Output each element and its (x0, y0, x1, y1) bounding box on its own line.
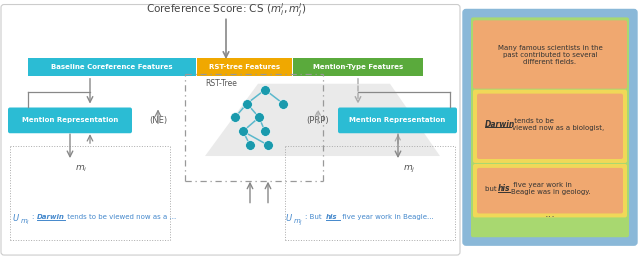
Text: Mention-Type Features: Mention-Type Features (313, 64, 403, 70)
Text: (NE): (NE) (149, 116, 167, 125)
FancyBboxPatch shape (28, 58, 196, 76)
Text: RST-tree Features: RST-tree Features (209, 64, 280, 70)
Text: Mention Representation: Mention Representation (22, 117, 118, 124)
Text: his: his (326, 214, 337, 220)
FancyBboxPatch shape (473, 164, 627, 217)
Text: five year work in Beagle...: five year work in Beagle... (340, 214, 434, 220)
Text: Darwin: Darwin (37, 214, 65, 220)
FancyBboxPatch shape (8, 107, 132, 133)
Text: tends to be viewed now as a ...: tends to be viewed now as a ... (65, 214, 176, 220)
FancyBboxPatch shape (293, 58, 423, 76)
Text: :: : (32, 214, 36, 220)
Text: RST-Tree: RST-Tree (205, 79, 237, 88)
Text: $U$: $U$ (12, 212, 20, 223)
FancyBboxPatch shape (1, 4, 460, 255)
Text: : But: : But (305, 214, 324, 220)
Text: $m_j$: $m_j$ (293, 217, 303, 228)
FancyBboxPatch shape (477, 94, 623, 159)
Text: (PRP): (PRP) (307, 116, 330, 125)
Text: $m_j$: $m_j$ (403, 164, 415, 175)
FancyBboxPatch shape (477, 168, 623, 213)
FancyBboxPatch shape (473, 90, 627, 163)
Text: Coreference Score: CS $(m_i^l, m_j^l)$: Coreference Score: CS $(m_i^l, m_j^l)$ (146, 2, 306, 19)
Text: Mention Representation: Mention Representation (349, 117, 445, 124)
FancyBboxPatch shape (473, 20, 627, 89)
Text: Darwin: Darwin (485, 120, 515, 129)
FancyBboxPatch shape (197, 58, 292, 76)
Text: $m_i$: $m_i$ (75, 164, 88, 174)
Text: $m_i$: $m_i$ (20, 218, 30, 227)
Text: tends to be
viewed now as a biologist,: tends to be viewed now as a biologist, (512, 118, 604, 131)
Text: Many famous scientists in the
past contributed to several
different fields.: Many famous scientists in the past contr… (498, 44, 602, 64)
FancyBboxPatch shape (471, 17, 629, 237)
FancyBboxPatch shape (463, 9, 637, 245)
FancyBboxPatch shape (338, 107, 457, 133)
Text: his: his (498, 184, 511, 193)
Text: Baseline Coreference Features: Baseline Coreference Features (51, 64, 173, 70)
Text: five year work in
Beagle was in geology.: five year work in Beagle was in geology. (511, 182, 591, 195)
Text: ...: ... (545, 210, 556, 219)
Text: but: but (485, 186, 499, 192)
Text: $U$: $U$ (285, 212, 293, 223)
Polygon shape (205, 84, 440, 156)
